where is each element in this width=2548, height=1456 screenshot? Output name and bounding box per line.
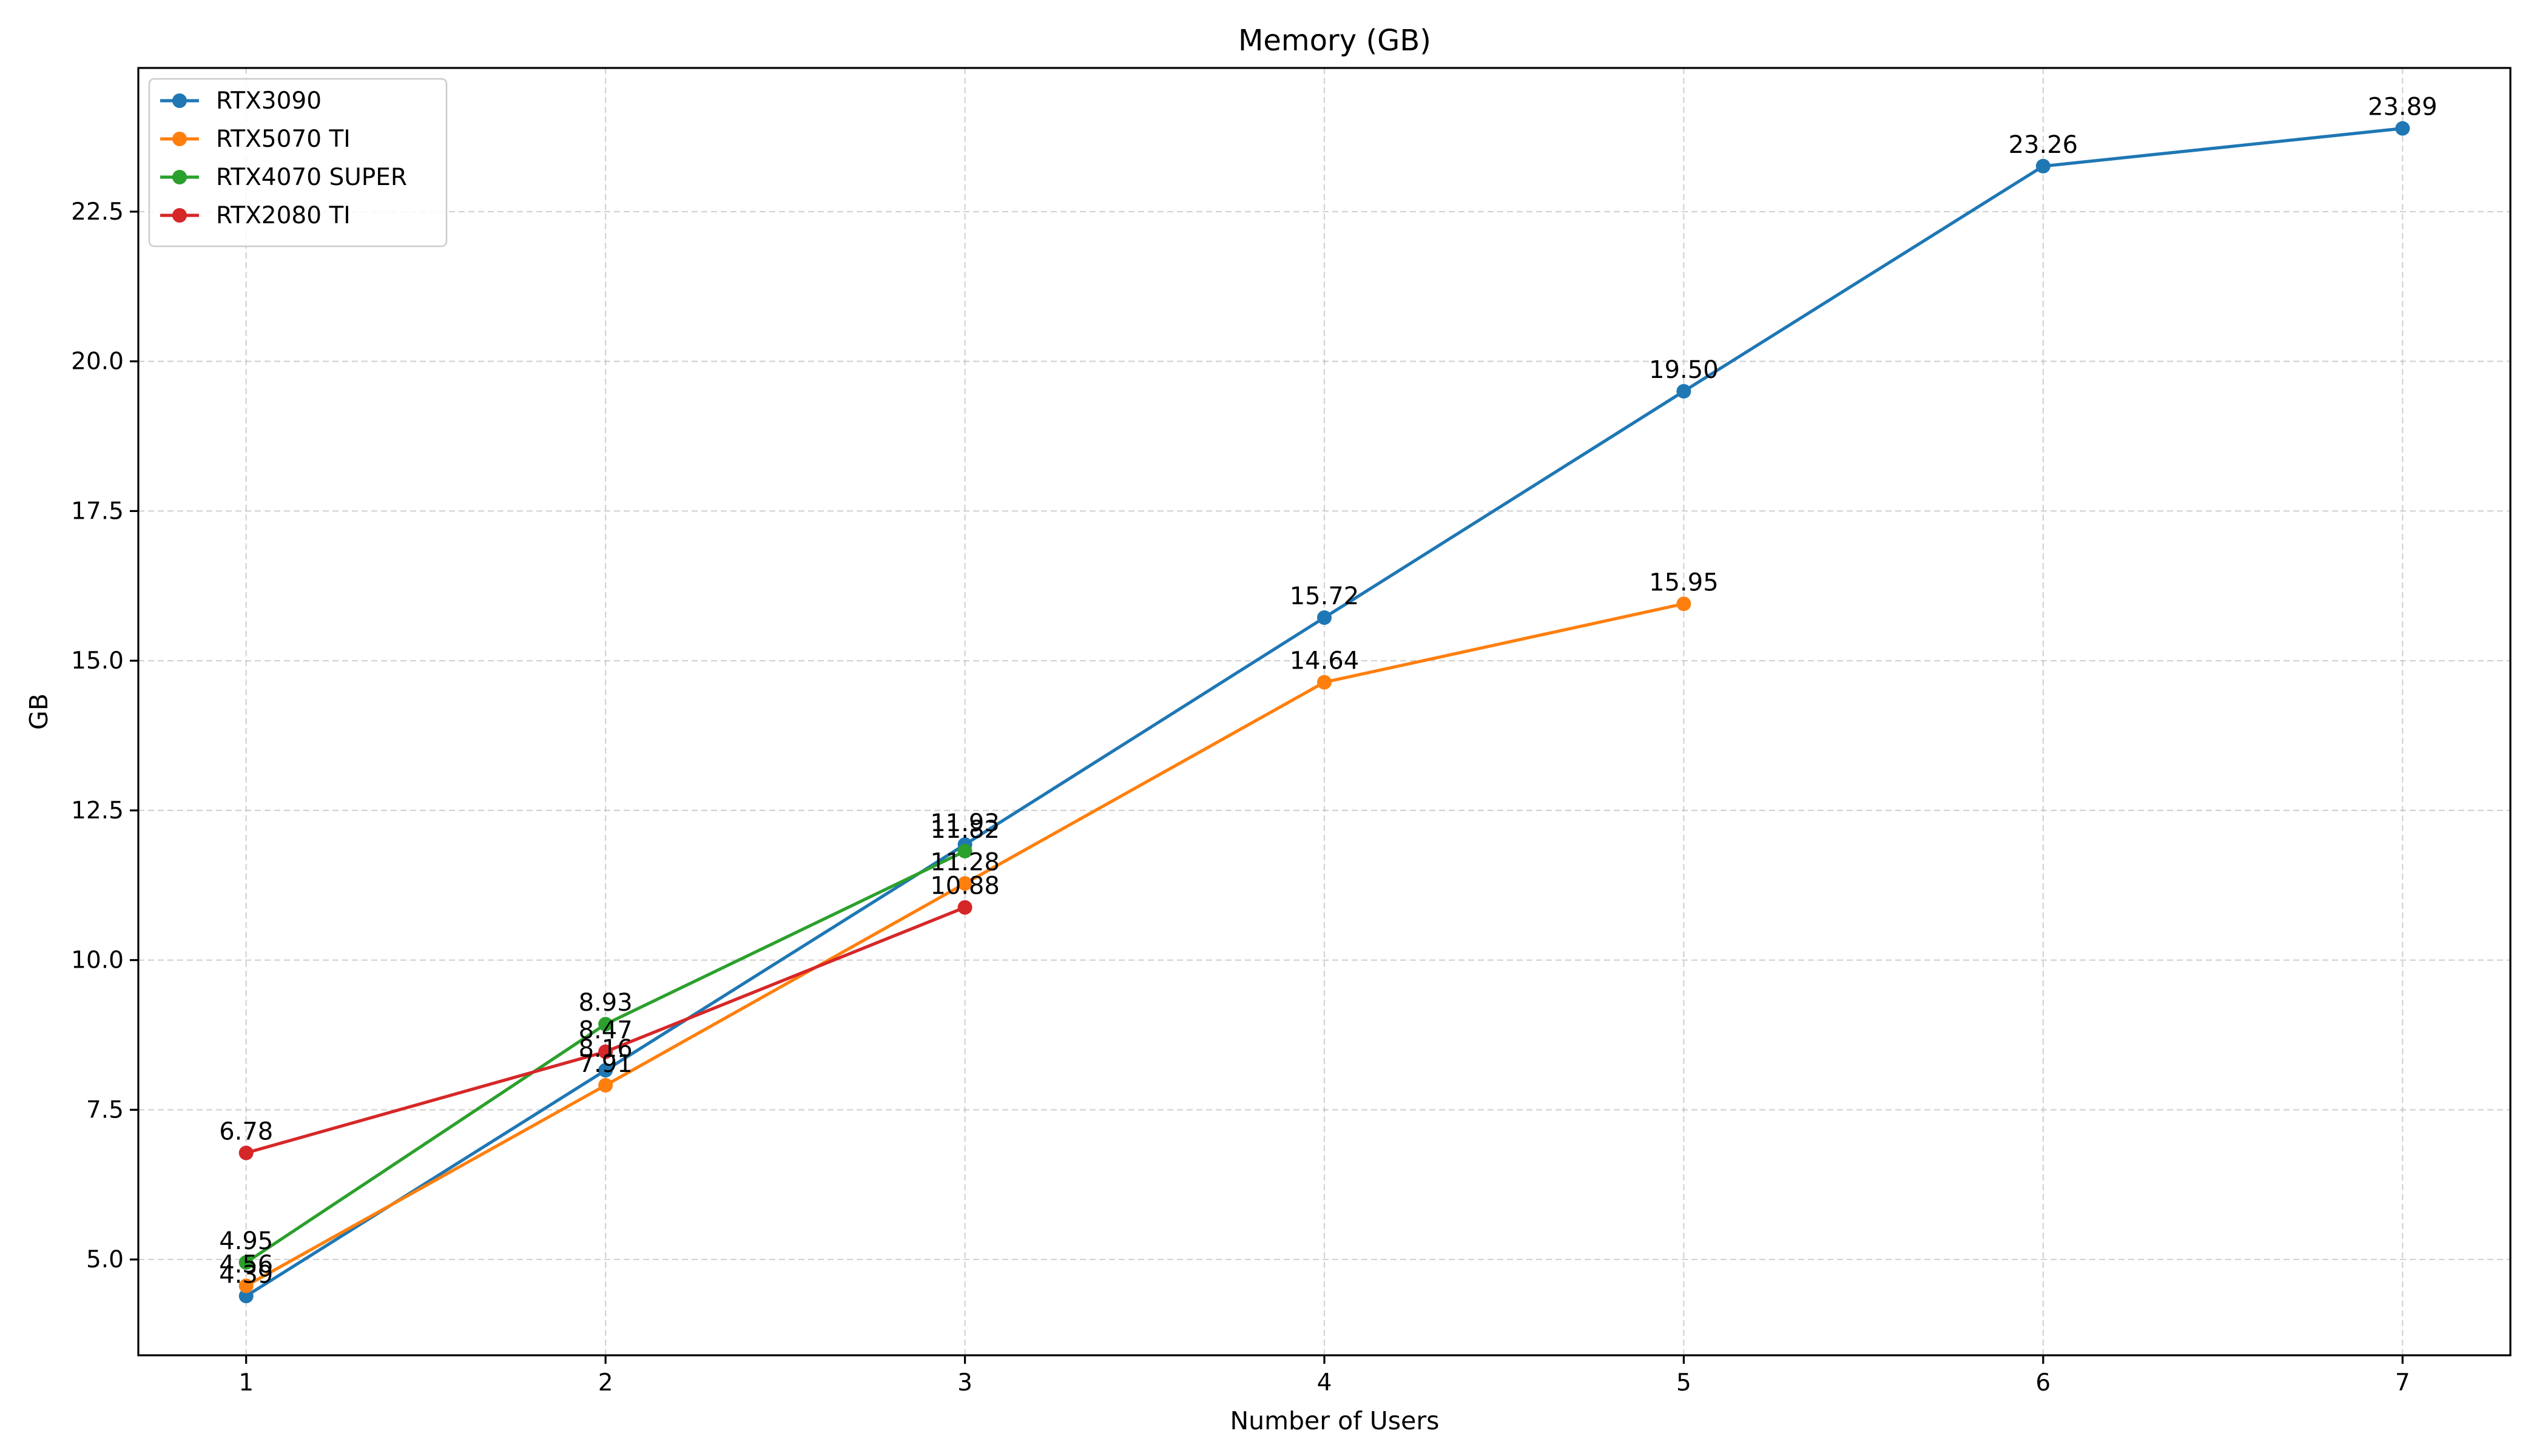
x-tick-label: 3 [957, 1369, 972, 1397]
data-point [598, 1017, 613, 1032]
y-tick-label: 20.0 [71, 348, 124, 376]
data-label: 14.64 [1290, 647, 1360, 675]
legend: RTX3090 RTX5070 TI RTX4070 SUPER RTX2080 TI [148, 78, 448, 248]
legend-label: RTX5070 TI [216, 126, 351, 153]
data-point [1317, 610, 1332, 625]
x-tick-label: 6 [2035, 1369, 2051, 1397]
data-point [1676, 383, 1691, 399]
data-label: 8.16 [579, 1035, 633, 1063]
legend-label: RTX3090 [216, 87, 322, 115]
data-label: 6.78 [219, 1117, 273, 1145]
y-tick-label: 22.5 [71, 198, 124, 226]
grid-lines [138, 68, 2510, 1355]
data-point [957, 900, 972, 915]
data-label: 4.95 [219, 1227, 273, 1255]
legend-frame [148, 78, 448, 248]
y-tick-label: 7.5 [86, 1096, 124, 1124]
data-point [238, 1145, 254, 1161]
data-label: 23.89 [2368, 93, 2438, 121]
data-label: 23.26 [2009, 131, 2078, 159]
legend-marker [172, 208, 187, 223]
x-tick-label: 4 [1317, 1369, 1332, 1397]
x-axis-label: Number of Users [1230, 1406, 1439, 1435]
data-point [238, 1255, 254, 1270]
legend-label: RTX4070 SUPER [216, 164, 407, 191]
y-tick-label: 15.0 [71, 647, 124, 675]
data-label: 11.82 [930, 816, 1000, 844]
data-label: 19.50 [1649, 356, 1719, 384]
data-point [1317, 675, 1332, 690]
data-labels: 4.39 8.16 11.93 15.72 19.50 23.26 23.89 4.56 7.9… [219, 93, 2437, 1289]
data-label: 11.28 [930, 848, 1000, 876]
data-label: 7.91 [579, 1050, 633, 1078]
y-tick-label: 12.5 [71, 797, 124, 824]
series-markers [238, 121, 2410, 1304]
data-label: 8.93 [579, 989, 633, 1017]
data-point [957, 876, 972, 891]
y-axis-ticks: 5.0 7.5 10.0 12.5 15.0 17.5 20.0 22.5 [71, 198, 138, 1273]
data-point [957, 843, 972, 858]
data-point [598, 1044, 613, 1059]
data-point [2395, 121, 2410, 136]
data-label: 8.47 [579, 1017, 633, 1045]
legend-marker [172, 170, 187, 184]
y-tick-label: 5.0 [86, 1246, 124, 1273]
x-tick-label: 2 [598, 1369, 613, 1397]
data-label: 15.72 [1290, 582, 1360, 610]
data-label: 11.93 [930, 809, 1000, 837]
data-point [1676, 596, 1691, 612]
data-label: 15.95 [1649, 568, 1719, 596]
legend-marker [172, 93, 187, 108]
legend-marker [172, 132, 187, 146]
x-axis-ticks: 1 2 3 4 5 6 7 [238, 1355, 2410, 1397]
data-point [238, 1289, 254, 1304]
data-label: 4.39 [219, 1261, 273, 1289]
x-tick-label: 5 [1676, 1369, 1691, 1397]
legend-label: RTX2080 TI [216, 202, 351, 229]
y-tick-label: 17.5 [71, 497, 124, 525]
data-label: 4.56 [219, 1251, 273, 1279]
y-axis-label: GB [24, 693, 53, 730]
data-point [238, 1278, 254, 1293]
data-point [2035, 158, 2051, 174]
x-tick-label: 7 [2395, 1369, 2410, 1397]
x-tick-label: 1 [238, 1369, 254, 1397]
data-point [598, 1077, 613, 1093]
data-point [598, 1063, 613, 1078]
chart-title: Memory (GB) [1238, 24, 1431, 58]
y-tick-label: 10.0 [71, 947, 124, 974]
data-label: 10.88 [930, 872, 1000, 900]
